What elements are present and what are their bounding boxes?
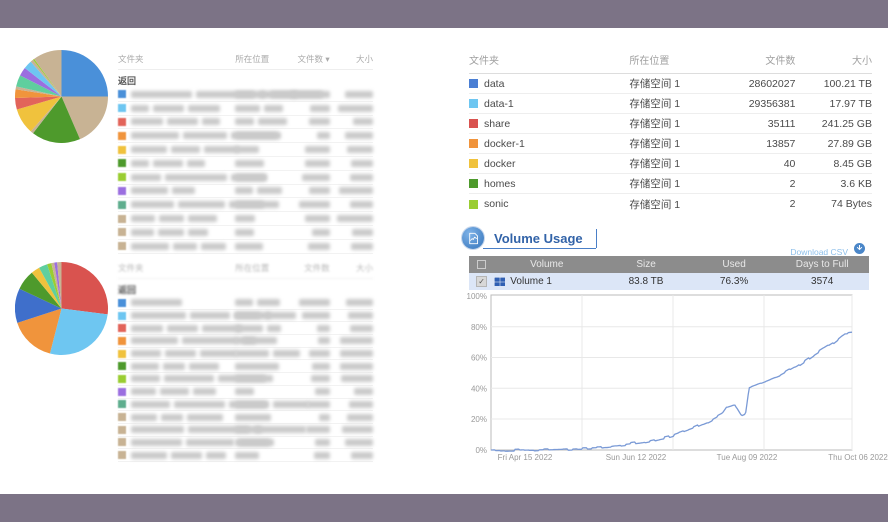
svg-text:Sun Jun 12 2022: Sun Jun 12 2022 xyxy=(606,453,667,462)
svg-text:100%: 100% xyxy=(467,292,487,301)
svg-text:40%: 40% xyxy=(471,384,487,393)
svg-text:60%: 60% xyxy=(471,354,487,363)
svg-text:Thu Oct 06 2022: Thu Oct 06 2022 xyxy=(828,453,888,462)
svg-text:0%: 0% xyxy=(475,446,487,455)
svg-text:80%: 80% xyxy=(471,323,487,332)
svg-text:Fri Apr 15 2022: Fri Apr 15 2022 xyxy=(498,453,553,462)
svg-text:Tue Aug 09 2022: Tue Aug 09 2022 xyxy=(717,453,778,462)
svg-text:20%: 20% xyxy=(471,415,487,424)
